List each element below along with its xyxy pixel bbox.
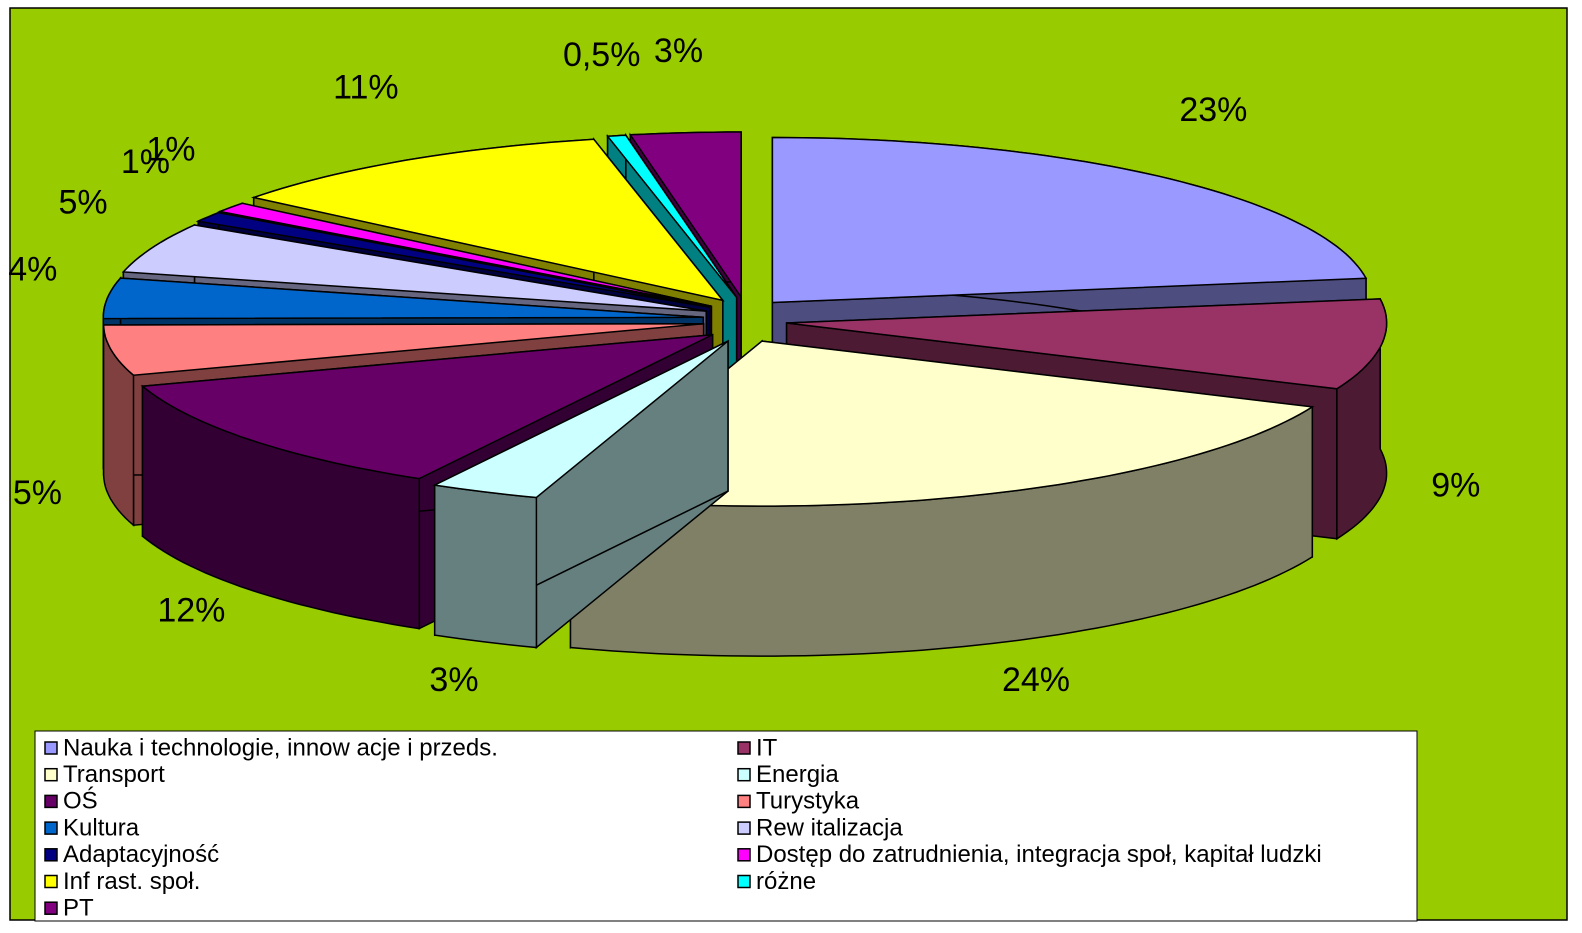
legend-label: Turystyka	[756, 788, 860, 815]
data-label: 0,5%	[563, 36, 641, 74]
data-label: 3%	[654, 32, 703, 70]
data-label: 4%	[8, 250, 57, 288]
data-label: 5%	[59, 184, 108, 222]
legend-swatch	[44, 848, 58, 862]
pie-slice	[432, 340, 729, 499]
legend-label: Adaptacyjność	[63, 841, 219, 868]
legend-label: różne	[756, 868, 816, 895]
legend-label: PT	[63, 895, 94, 922]
legend-swatch	[44, 741, 58, 755]
pie-slice	[102, 322, 704, 376]
pie-slice	[102, 277, 704, 320]
data-label: 11%	[333, 68, 399, 106]
data-label: 3%	[429, 661, 478, 699]
pie-slice	[140, 333, 713, 480]
pie-slice	[771, 136, 1368, 304]
data-label: 24%	[1002, 661, 1070, 699]
data-label: 9%	[1431, 466, 1480, 504]
legend-swatch	[737, 874, 751, 889]
legend-swatch	[44, 901, 58, 915]
slice-wall	[433, 484, 538, 649]
legend-swatch	[44, 767, 58, 782]
legend-label: Energia	[756, 761, 839, 788]
legend-swatch	[737, 821, 751, 835]
pie-slice	[250, 138, 725, 302]
legend-swatch	[737, 848, 751, 862]
pie-slice	[628, 131, 742, 300]
data-label: 1%	[121, 143, 170, 181]
data-label: 12%	[157, 592, 225, 630]
legend-label: Transport	[63, 761, 165, 788]
legend-swatch	[737, 794, 751, 809]
pie-slice	[786, 298, 1388, 390]
legend-swatch	[737, 767, 751, 782]
legend-label: Rew italizacja	[756, 814, 903, 841]
legend-label: IT	[756, 734, 778, 761]
legend-label: Dostęp do zatrudnienia, integracja społ,…	[756, 841, 1322, 868]
pie-slice	[195, 211, 711, 309]
data-label: 5%	[13, 474, 62, 512]
legend-swatch	[737, 741, 751, 755]
legend-label: OŚ	[63, 787, 98, 815]
pie-slice	[121, 224, 707, 312]
legend-swatch	[44, 794, 58, 809]
legend-label: Inf rast. społ.	[63, 868, 200, 895]
legend-swatch	[44, 821, 58, 835]
legend-swatch	[44, 874, 58, 889]
data-label: 23%	[1179, 91, 1247, 129]
pie-slice	[217, 202, 712, 307]
pie-slice	[606, 134, 738, 298]
data-label: 1%	[146, 130, 195, 168]
legend-label: Kultura	[63, 814, 140, 841]
legend-box	[34, 730, 1418, 922]
legend-label: Nauka i technologie, innow acje i przeds…	[63, 734, 498, 761]
